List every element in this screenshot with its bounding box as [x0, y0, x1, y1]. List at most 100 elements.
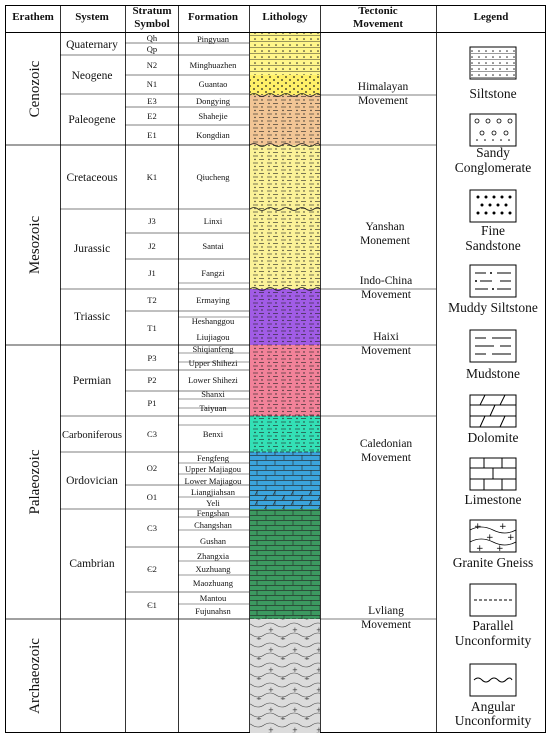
movement-haixi-line1: Haixi [373, 331, 399, 343]
formation-pingyuan: Pingyuan [197, 34, 230, 44]
formation-ermaying: Ermaying [196, 295, 230, 305]
erathem-cenozoic: Cenozoic [27, 60, 43, 117]
legend-parallel-label-1: Parallel [472, 618, 513, 633]
parallel-unconformity-icon [469, 583, 517, 617]
svg-text:+: + [499, 522, 507, 532]
symbol-j3: J3 [148, 216, 156, 226]
formation-zhangxia: Zhangxia [197, 551, 229, 561]
system-ordovician: Ordovician [66, 475, 118, 487]
symbol-e2-cambrian: Є2 [147, 564, 157, 574]
lithology-cambrian-limestone-pattern [250, 509, 320, 619]
legend-sandy-label-2: Conglomerate [455, 160, 531, 175]
legend-mudstone: Mudstone [466, 329, 520, 381]
stratum-symbol-column: Qh Qp N2 N1 E3 E2 E1 K1 J3 J2 J1 T2 T1 P… [147, 33, 158, 610]
svg-text:+: + [496, 544, 504, 554]
symbol-e3: E3 [147, 96, 156, 106]
legend-limestone-label: Limestone [465, 492, 522, 507]
legend-fine-sandstone: Fine Sandstone [465, 189, 521, 253]
symbol-t2: T2 [147, 295, 156, 305]
legend-muddy-siltstone: Muddy Siltstone [448, 264, 538, 315]
lithology-carboniferous-pattern [250, 416, 320, 452]
formation-gushan: Gushan [200, 536, 227, 546]
header-symbol-line2: Symbol [134, 18, 169, 30]
svg-text:+: + [476, 544, 484, 554]
tectonic-movement-column: Himalayan Movement Yanshan Monement Indo… [358, 81, 413, 631]
header-legend: Legend [474, 11, 509, 23]
symbol-o1: O1 [147, 492, 157, 502]
system-paleogene: Paleogene [68, 114, 115, 126]
symbol-qp: Qp [147, 44, 157, 54]
movement-haixi-line2: Movement [361, 345, 412, 357]
formation-changshan: Changshan [194, 520, 233, 530]
legend-parallel-unconformity: Parallel Unconformity [455, 583, 532, 648]
formation-column: Pingyuan Minghuazhen Guantao Dongying Sh… [185, 34, 243, 616]
formation-heshanggou: Heshanggou [192, 316, 235, 326]
system-cambrian: Cambrian [69, 558, 115, 570]
symbol-j1: J1 [148, 268, 156, 278]
symbol-c3-cambrian: C3 [147, 523, 157, 533]
symbol-p1: P1 [148, 398, 157, 408]
header-symbol-line1: Stratum [132, 5, 171, 17]
formation-liujiagou: Liujiagou [196, 332, 230, 342]
legend-column: Siltstone Sandy Conglomerate Fine Sa [448, 46, 538, 728]
lithology-muddy-siltstone-pattern [250, 95, 320, 145]
symbol-t1: T1 [147, 323, 156, 333]
legend-fine-label-1: Fine [481, 223, 505, 238]
formation-shanxi: Shanxi [201, 389, 225, 399]
lithology-triassic-pattern [250, 289, 320, 345]
siltstone-pattern [471, 48, 515, 78]
system-carboniferous: Carboniferous [62, 430, 122, 441]
formation-shiqianfeng: Shiqianfeng [192, 344, 234, 354]
svg-text:+: + [474, 522, 482, 532]
angular-unconformity-line [249, 143, 321, 147]
legend-dolomite-label: Dolomite [468, 430, 519, 445]
formation-qiucheng: Qiucheng [196, 172, 230, 182]
symbol-k1: K1 [147, 172, 157, 182]
legend-sandy-label-1: Sandy [476, 145, 510, 160]
erathem-mesozoic: Mesozoic [27, 216, 43, 275]
angular-unconformity-line [249, 287, 321, 291]
system-cretaceous: Cretaceous [66, 172, 118, 184]
legend-muddy-label: Muddy Siltstone [448, 300, 538, 315]
system-quaternary: Quaternary [66, 39, 118, 51]
lithology-fine-sandstone-pattern [250, 75, 320, 95]
lithology-siltstone-pattern [250, 33, 320, 75]
header-erathem: Erathem [12, 11, 54, 23]
lithology-mesozoic-pattern [250, 145, 320, 289]
legend-limestone: Limestone [465, 457, 522, 507]
legend-mudstone-label: Mudstone [466, 366, 520, 381]
legend-parallel-label-2: Unconformity [455, 633, 532, 648]
svg-text:+: + [486, 533, 494, 543]
movement-caledonian-line2: Movement [361, 452, 412, 464]
tectonic-tick-lines [320, 94, 436, 620]
header-formation: Formation [188, 11, 238, 23]
legend-siltstone: Siltstone [469, 46, 517, 101]
movement-indo-china-line1: Indo-China [360, 275, 412, 287]
legend-angular-label-1: Angular [471, 699, 516, 714]
movement-lvliang-line1: Lvliang [368, 605, 404, 617]
symbol-n1: N1 [147, 79, 157, 89]
system-neogene: Neogene [72, 70, 113, 82]
lithology-granite-gneiss-pattern [250, 619, 320, 733]
movement-yanshan-line2: Monement [360, 235, 411, 247]
lithology-column [249, 33, 321, 733]
system-triassic: Triassic [74, 311, 110, 323]
header-tectonic-line2: Movement [353, 18, 403, 30]
movement-himalayan-line2: Movement [358, 95, 409, 107]
formation-santai: Santai [202, 241, 224, 251]
formation-yeli: Yeli [206, 498, 220, 508]
movement-lvliang-line2: Movement [361, 619, 412, 631]
legend-fine-label-2: Sandstone [465, 238, 521, 253]
fine-sandstone-icon [469, 189, 517, 223]
formation-lower-majiagou: Lower Majiagou [185, 476, 243, 486]
legend-siltstone-label: Siltstone [469, 86, 516, 101]
angular-unconformity-line [249, 207, 321, 211]
legend-angular-unconformity: Angular Unconformity [455, 663, 531, 728]
symbol-e2: E2 [147, 111, 156, 121]
header-tectonic-line1: Tectonic [358, 5, 397, 17]
angular-unconformity-line [249, 93, 321, 97]
symbol-o2: O2 [147, 463, 157, 473]
movement-himalayan-line1: Himalayan [358, 81, 409, 93]
system-permian: Permian [73, 375, 112, 387]
formation-minghuazhen: Minghuazhen [190, 60, 237, 70]
